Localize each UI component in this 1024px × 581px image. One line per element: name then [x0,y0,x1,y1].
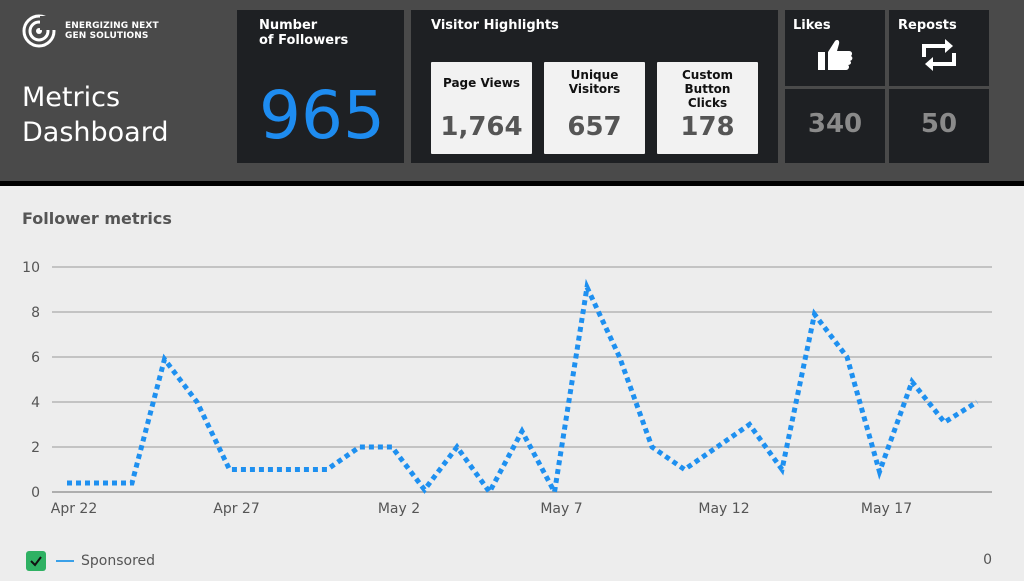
reposts-value-card: 50 [889,89,989,163]
data-point[interactable] [489,491,491,493]
visitor-highlights-label: Visitor Highlights [431,18,559,33]
unique-visitors-tile: Unique Visitors 657 [544,62,645,154]
x-tick-label: May 2 [378,501,420,517]
data-point[interactable] [424,489,426,491]
x-tick-label: Apr 27 [213,501,259,517]
page-title-line1: Metrics [22,82,121,113]
data-point[interactable] [66,482,68,484]
visitor-highlights-card: Visitor Highlights Page Views 1,764 Uniq… [411,10,778,163]
data-point[interactable] [684,469,686,471]
likes-value-card: 340 [785,89,885,163]
unique-visitors-label: Unique Visitors [544,68,645,96]
legend-checkbox[interactable] [26,551,46,571]
x-tick-label: May 17 [861,501,912,517]
followers-label: Number of Followers [259,18,348,48]
data-point[interactable] [391,446,393,448]
data-point[interactable] [911,381,913,383]
data-point[interactable] [294,469,296,471]
reposts-label: Reposts [898,18,957,33]
header-divider [0,181,1024,186]
thumbs-up-icon [818,40,853,70]
followers-label-line1: Number [259,18,318,33]
legend-series-label: Sponsored [81,553,156,569]
y-tick-label: 8 [31,305,40,321]
x-tick-label: May 7 [540,501,582,517]
chart-title: Follower metrics [22,209,172,228]
chart-legend: Sponsored [26,551,155,571]
x-tick-label: Apr 22 [51,501,97,517]
brand-name-line1: ENERGIZING NEXT [65,21,159,31]
checkmark-icon [30,556,42,567]
page-title: Metrics Dashboard [22,80,168,150]
chart-x-axis: Apr 22 Apr 27 May 2 May 7 May 12 May 17 [51,501,912,517]
data-point[interactable] [131,482,133,484]
data-point[interactable] [944,421,946,423]
chart-series [66,278,979,500]
legend-series-swatch [56,560,74,562]
reposts-count: 50 [920,109,958,139]
dashboard-header: ENERGIZING NEXT GEN SOLUTIONS Metrics Da… [0,0,1024,181]
data-point[interactable] [619,356,621,358]
data-point[interactable] [814,313,816,315]
data-point[interactable] [326,469,328,471]
custom-button-clicks-label: Custom Button Clicks [657,68,758,110]
legend-series-count: 0 [983,552,992,568]
followers-count: 965 [259,77,385,154]
data-point[interactable] [749,424,751,426]
custom-button-clicks-tile: Custom Button Clicks 178 [657,62,758,154]
series-line-sponsored [67,278,979,500]
data-point[interactable] [229,469,231,471]
x-tick-label: May 12 [698,501,749,517]
data-point[interactable] [554,491,556,493]
custom-button-clicks-label-line1: Custom Button [682,68,733,96]
y-tick-label: 6 [31,350,40,366]
likes-label: Likes [793,18,831,33]
reposts-card: Reposts [889,10,989,86]
followers-card: Number of Followers 965 [237,10,404,163]
custom-button-clicks-value: 178 [680,112,735,142]
follower-metrics-chart: 0 2 4 6 8 10 Apr 22 Apr 27 May 2 May 7 May 12 May … [22,260,992,517]
y-tick-label: 0 [31,485,40,501]
data-point[interactable] [716,446,718,448]
followers-label-line2: of Followers [259,33,349,48]
chart-grid [52,266,992,493]
data-point[interactable] [456,446,458,448]
data-point[interactable] [164,358,166,360]
page-title-line2: Dashboard [22,117,169,148]
unique-visitors-value: 657 [567,112,622,142]
custom-button-clicks-label-line2: Clicks [687,96,728,110]
chart-y-axis: 0 2 4 6 8 10 [22,260,40,501]
data-point[interactable] [521,430,523,432]
y-tick-label: 2 [31,440,40,456]
data-point[interactable] [99,482,101,484]
data-point[interactable] [879,471,881,473]
page-views-value: 1,764 [440,112,523,142]
brand-logo: ENERGIZING NEXT GEN SOLUTIONS [22,14,159,48]
y-tick-label: 10 [22,260,40,276]
unique-visitors-label-line1: Unique [570,68,619,82]
y-tick-label: 4 [31,395,40,411]
brand-name: ENERGIZING NEXT GEN SOLUTIONS [65,21,159,41]
data-point[interactable] [586,286,588,288]
data-point[interactable] [261,469,263,471]
brand-logo-icon [22,14,56,48]
repost-icon [922,39,956,71]
data-point[interactable] [359,446,361,448]
brand-name-line2: GEN SOLUTIONS [65,31,149,41]
data-point[interactable] [781,469,783,471]
data-point[interactable] [651,446,653,448]
data-point[interactable] [976,401,978,403]
page-views-tile: Page Views 1,764 [431,62,532,154]
unique-visitors-label-line2: Visitors [568,82,621,96]
data-point[interactable] [846,356,848,358]
likes-card: Likes [785,10,885,86]
likes-count: 340 [807,109,863,139]
data-point[interactable] [196,401,198,403]
page-views-label: Page Views [442,76,521,90]
